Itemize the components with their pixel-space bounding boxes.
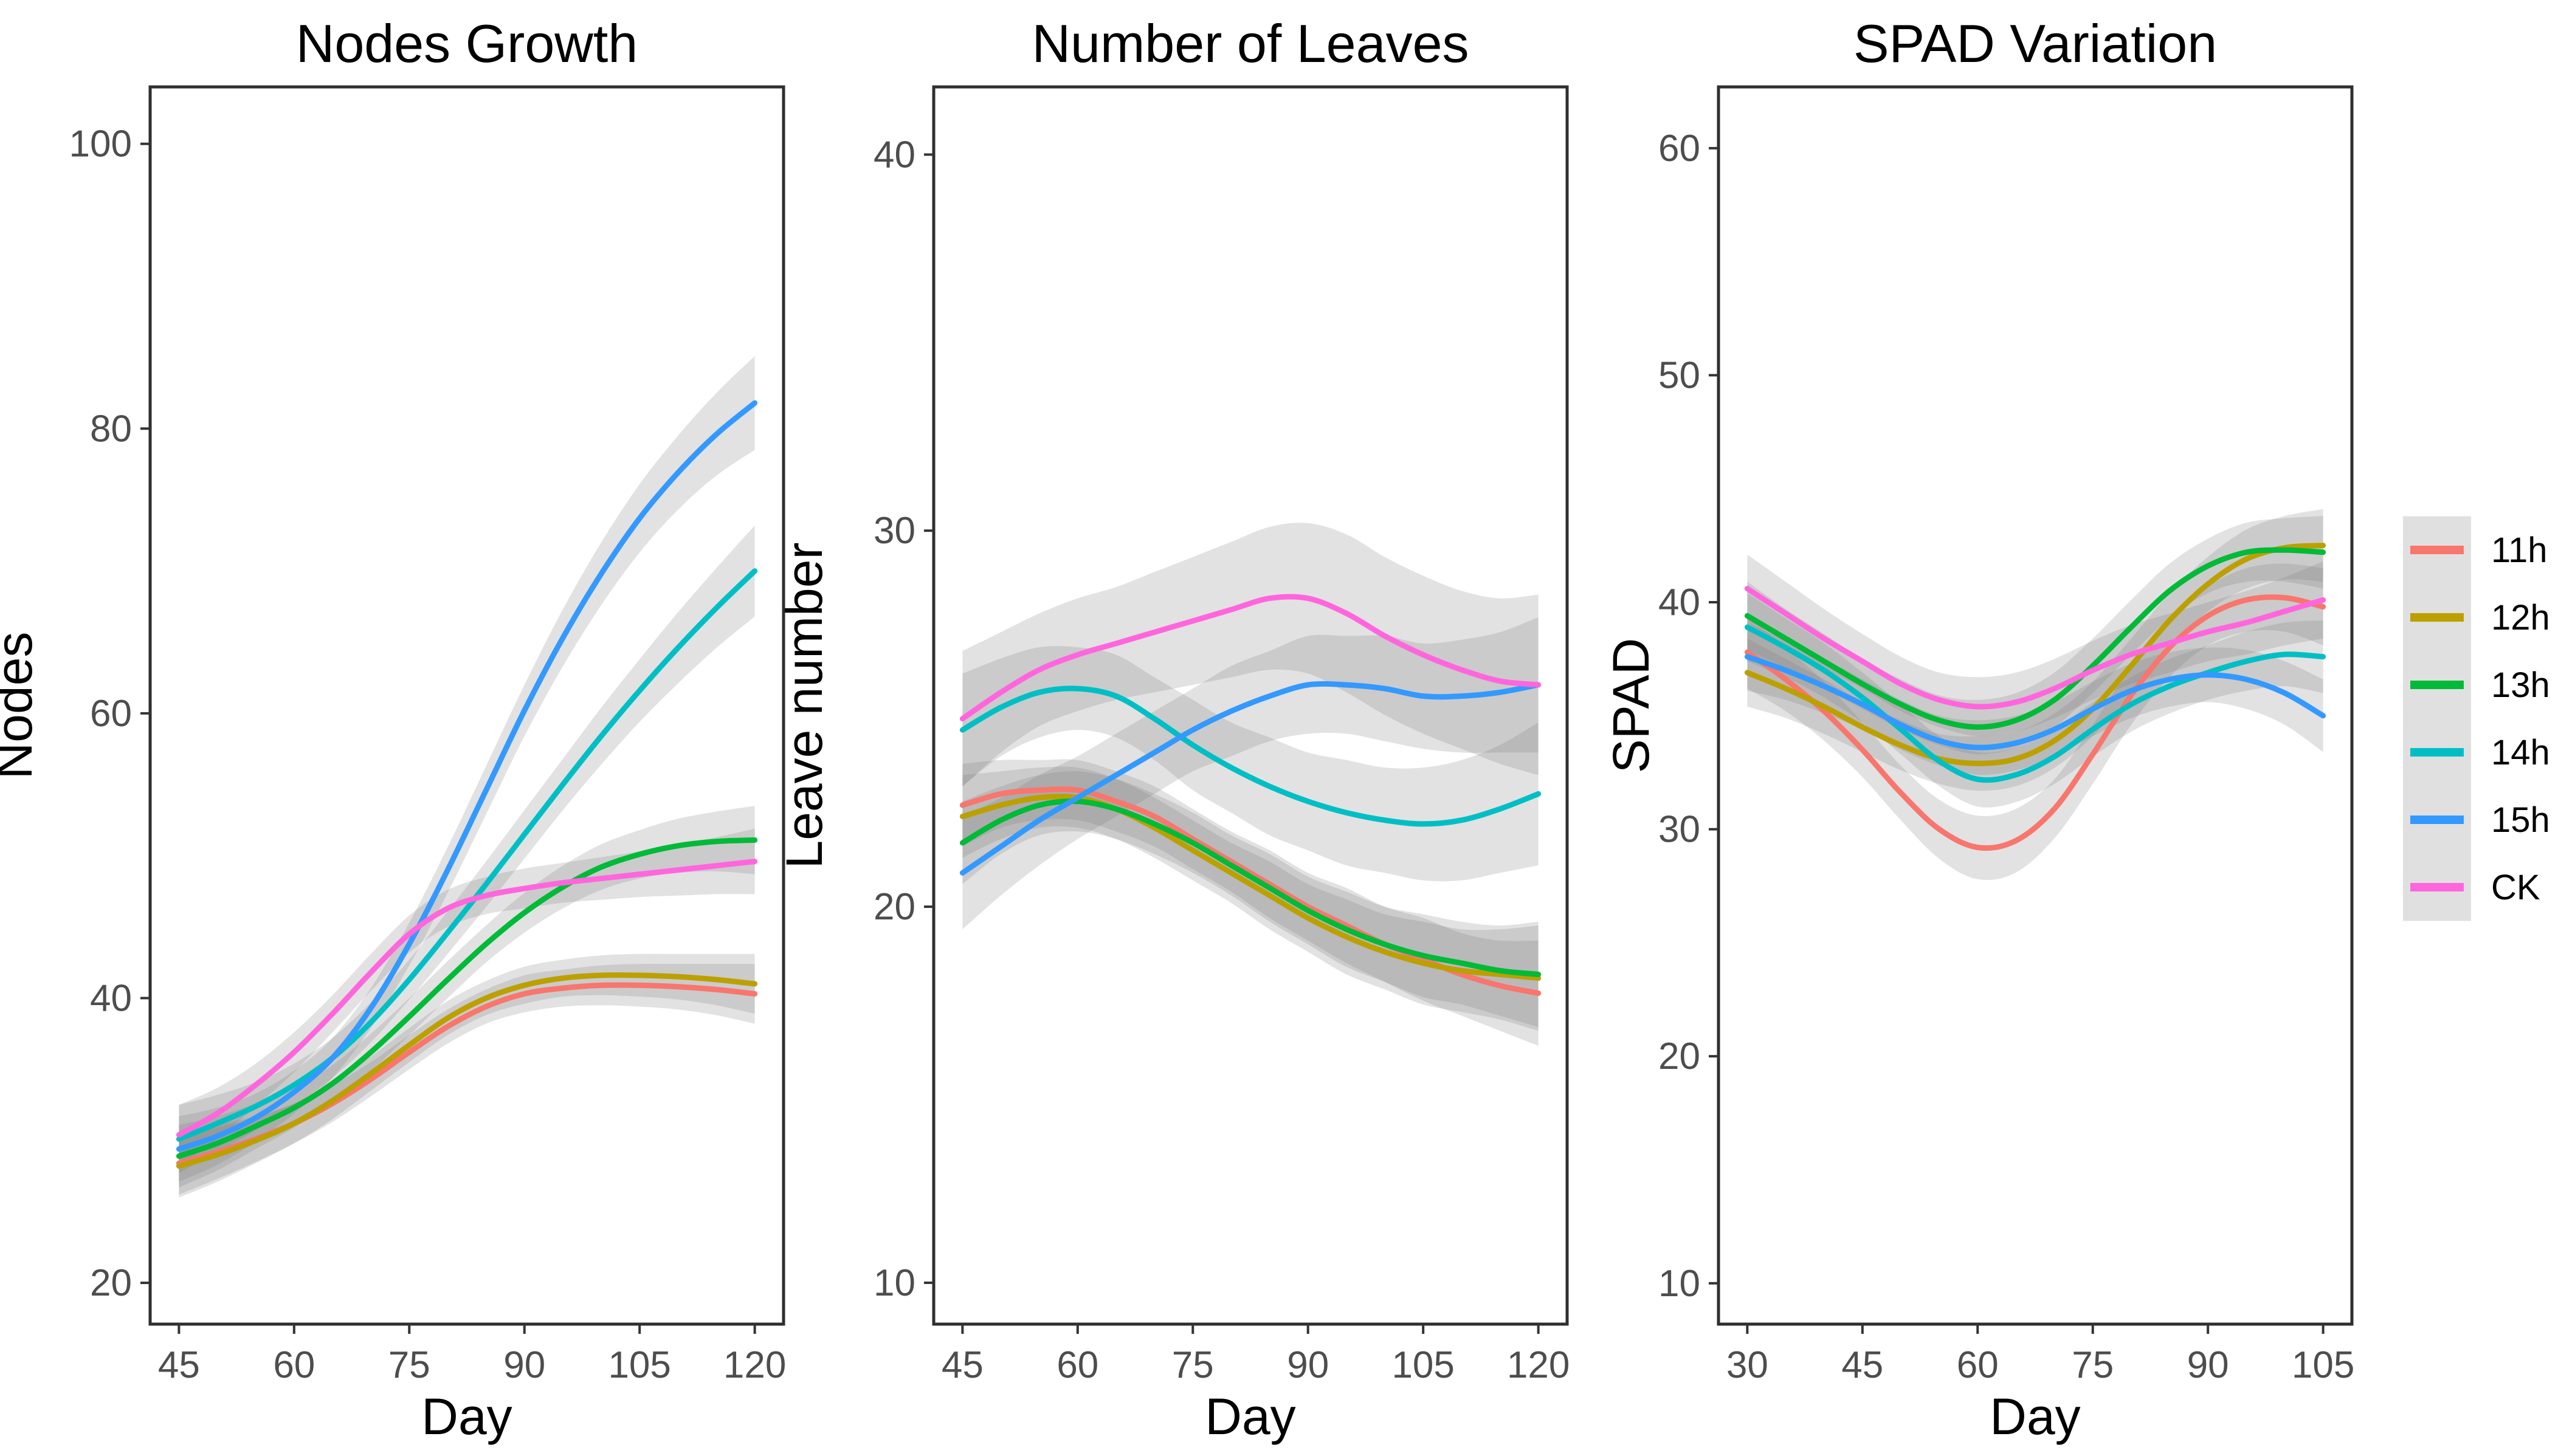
y-tick-label: 20 xyxy=(874,886,915,928)
line-11h xyxy=(1744,594,2326,851)
y-tick-label: 40 xyxy=(90,977,132,1019)
ribbon-CK xyxy=(1747,554,2323,737)
legend: 11h 12h 13h 14h 15h CK xyxy=(2403,516,2550,921)
y-tick-label: 10 xyxy=(874,1262,915,1304)
x-tick-label: 60 xyxy=(273,1344,315,1386)
line-14h xyxy=(959,685,1542,827)
legend-label: 15h xyxy=(2491,800,2550,840)
line-CK xyxy=(176,859,758,1138)
x-tick-label: 90 xyxy=(2187,1344,2229,1386)
y-axis-title: SPAD xyxy=(1602,638,1660,774)
ribbon-CK xyxy=(962,523,1539,787)
x-axis-title: Day xyxy=(1205,1388,1295,1445)
y-tick-label: 50 xyxy=(1658,354,1700,396)
line-14h xyxy=(176,568,758,1142)
x-tick-label: 45 xyxy=(1841,1344,1883,1386)
y-tick-label: 60 xyxy=(1658,128,1700,170)
y-tick-label: 30 xyxy=(1658,809,1700,851)
y-tick-label: 20 xyxy=(1658,1035,1700,1077)
x-tick-label: 75 xyxy=(2072,1344,2114,1386)
legend-item-15h: 15h xyxy=(2403,786,2550,854)
legend-line-swatch xyxy=(2410,546,2464,554)
x-tick-label: 90 xyxy=(1287,1344,1329,1386)
y-tick-label: 80 xyxy=(90,408,132,450)
panel-spad-variation: 30 45 60 75 90 105 10 20 30 40 50 60 SPAD Variation D… xyxy=(1602,13,2354,1445)
ribbon-11h xyxy=(962,759,1539,1046)
ribbon-14h xyxy=(179,525,755,1173)
legend-label: 11h xyxy=(2491,531,2547,570)
line-12h xyxy=(176,972,758,1169)
legend-line-swatch xyxy=(2410,883,2464,891)
y-axis-title: Nodes xyxy=(0,632,43,780)
x-tick-label: 45 xyxy=(942,1344,984,1386)
legend-label: 12h xyxy=(2491,598,2550,637)
legend-item-14h: 14h xyxy=(2403,718,2550,786)
y-tick-label: 60 xyxy=(90,693,132,735)
line-15h xyxy=(959,681,1542,876)
line-13h xyxy=(176,837,758,1159)
legend-label: CK xyxy=(2491,868,2540,907)
x-tick-label: 75 xyxy=(388,1344,430,1386)
x-tick-label: 45 xyxy=(158,1344,200,1386)
line-12h xyxy=(1744,543,2326,766)
y-tick-label: 30 xyxy=(874,510,915,552)
x-tick-label: 120 xyxy=(723,1344,786,1386)
legend-label: 13h xyxy=(2491,665,2550,705)
ribbon-13h xyxy=(1747,516,2323,755)
line-15h xyxy=(176,400,758,1152)
legend-line-swatch xyxy=(2410,681,2464,689)
x-tick-label: 60 xyxy=(1957,1344,1999,1386)
x-tick-label: 75 xyxy=(1172,1344,1214,1386)
panel-border xyxy=(1717,85,2354,1326)
line-13h xyxy=(959,798,1542,977)
panel-title: SPAD Variation xyxy=(1853,13,2217,74)
x-tick-label: 90 xyxy=(503,1344,545,1386)
x-tick-label: 105 xyxy=(608,1344,670,1386)
legend-label: 14h xyxy=(2491,733,2550,772)
legend-line-swatch xyxy=(2410,816,2464,824)
panel-border xyxy=(148,85,785,1326)
line-13h xyxy=(1744,547,2326,730)
ribbon-12h xyxy=(962,766,1539,1031)
line-CK xyxy=(1744,586,2326,710)
line-12h xyxy=(959,794,1542,981)
y-tick-label: 40 xyxy=(874,134,915,176)
ribbon-15h xyxy=(1747,622,2323,775)
x-tick-label: 30 xyxy=(1726,1344,1768,1386)
panel-title: Nodes Growth xyxy=(296,13,638,74)
panel-border xyxy=(932,85,1569,1326)
y-tick-label: 100 xyxy=(69,123,132,165)
x-tick-label: 120 xyxy=(1507,1344,1570,1386)
y-axis-title: Leave number xyxy=(776,542,833,868)
panel-number-of-leaves: 45 60 75 90 105 120 10 20 30 40 Number of Leaves Da… xyxy=(776,13,1570,1445)
line-14h xyxy=(1744,624,2326,783)
legend-item-CK: CK xyxy=(2403,853,2540,921)
line-15h xyxy=(1744,654,2326,750)
line-CK xyxy=(959,594,1542,722)
ribbon-15h xyxy=(962,617,1539,930)
panel-title: Number of Leaves xyxy=(1032,13,1469,74)
x-tick-label: 60 xyxy=(1057,1344,1098,1386)
y-tick-label: 20 xyxy=(90,1262,132,1304)
legend-line-swatch xyxy=(2410,613,2464,622)
panel-nodes-growth: 45 60 75 90 105 120 20 40 60 80 100 Nodes Growth Day… xyxy=(0,13,786,1445)
y-tick-label: 40 xyxy=(1658,582,1700,623)
legend-item-12h: 12h xyxy=(2403,583,2550,651)
x-tick-label: 105 xyxy=(1391,1344,1454,1386)
y-tick-label: 10 xyxy=(1658,1263,1700,1305)
x-axis-title: Day xyxy=(421,1388,512,1445)
ribbon-13h xyxy=(962,771,1539,1028)
ribbon-CK xyxy=(179,828,755,1165)
x-axis-title: Day xyxy=(1990,1388,2080,1445)
legend-item-13h: 13h xyxy=(2403,651,2550,719)
x-tick-label: 105 xyxy=(2292,1344,2354,1386)
legend-item-11h: 11h xyxy=(2403,516,2547,584)
legend-line-swatch xyxy=(2410,748,2464,757)
